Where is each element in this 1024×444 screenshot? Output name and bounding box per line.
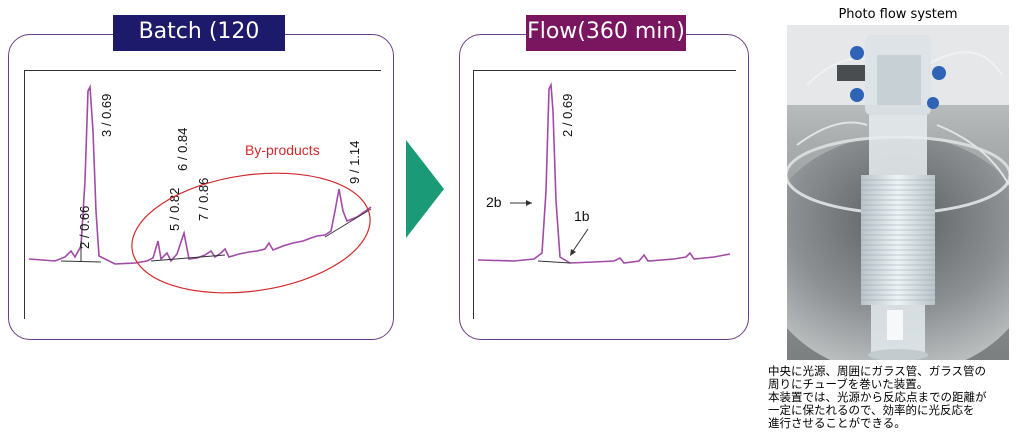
flow-chromatogram-svg: 2 / 0.69 2b 1b [477, 82, 731, 264]
arrow-shape [406, 140, 444, 238]
flow-arrowhead-2b [526, 200, 532, 206]
byproducts-label: By-products [245, 142, 320, 158]
batch-chromatogram-svg: 2 / 0.663 / 0.695 / 0.826 / 0.847 / 0.86… [28, 84, 372, 294]
batch-chromatogram: 2 / 0.66 3 / 0.69 5 / 0.82 6 / 0.84 7 / 0.86… [24, 70, 381, 319]
flow-arrow-1b [570, 228, 589, 255]
transition-arrow-icon [406, 140, 444, 238]
flow-arrowhead-1b [570, 249, 576, 256]
photo-caption: 中央に光源、周囲にガラス管、ガラス管の 周りにチューブを巻いた装置。 本装置では… [768, 364, 987, 430]
photo-title: Photo flow system [838, 7, 958, 22]
batch-peak-label-2: 2 / 0.66 [77, 206, 92, 249]
flow-peak-label-2: 2 / 0.69 [560, 94, 575, 137]
batch-title-badge: Batch (120 min) [113, 15, 285, 78]
batch-peak-label-9: 9 / 1.14 [347, 141, 362, 184]
flow-annotation-1b: 1b [574, 208, 590, 224]
batch-baseline-main [60, 260, 102, 263]
flow-chromatogram: 2 / 0.69 2b 1b [473, 70, 736, 319]
flow-annotation-2b: 2b [486, 194, 502, 210]
flow-trace [477, 82, 731, 264]
flow-title-badge: Flow(360 min) [526, 15, 686, 51]
batch-baseline-byproducts [150, 208, 372, 262]
batch-peak-label-3: 3 / 0.69 [99, 94, 114, 137]
batch-peak-label-6: 6 / 0.84 [175, 128, 190, 171]
byproducts-ellipse [131, 172, 371, 294]
batch-trace [28, 84, 372, 265]
photo-flow-system-image [787, 25, 1009, 360]
batch-peak-label-7: 7 / 0.86 [196, 178, 211, 221]
flow-baseline [537, 260, 571, 264]
